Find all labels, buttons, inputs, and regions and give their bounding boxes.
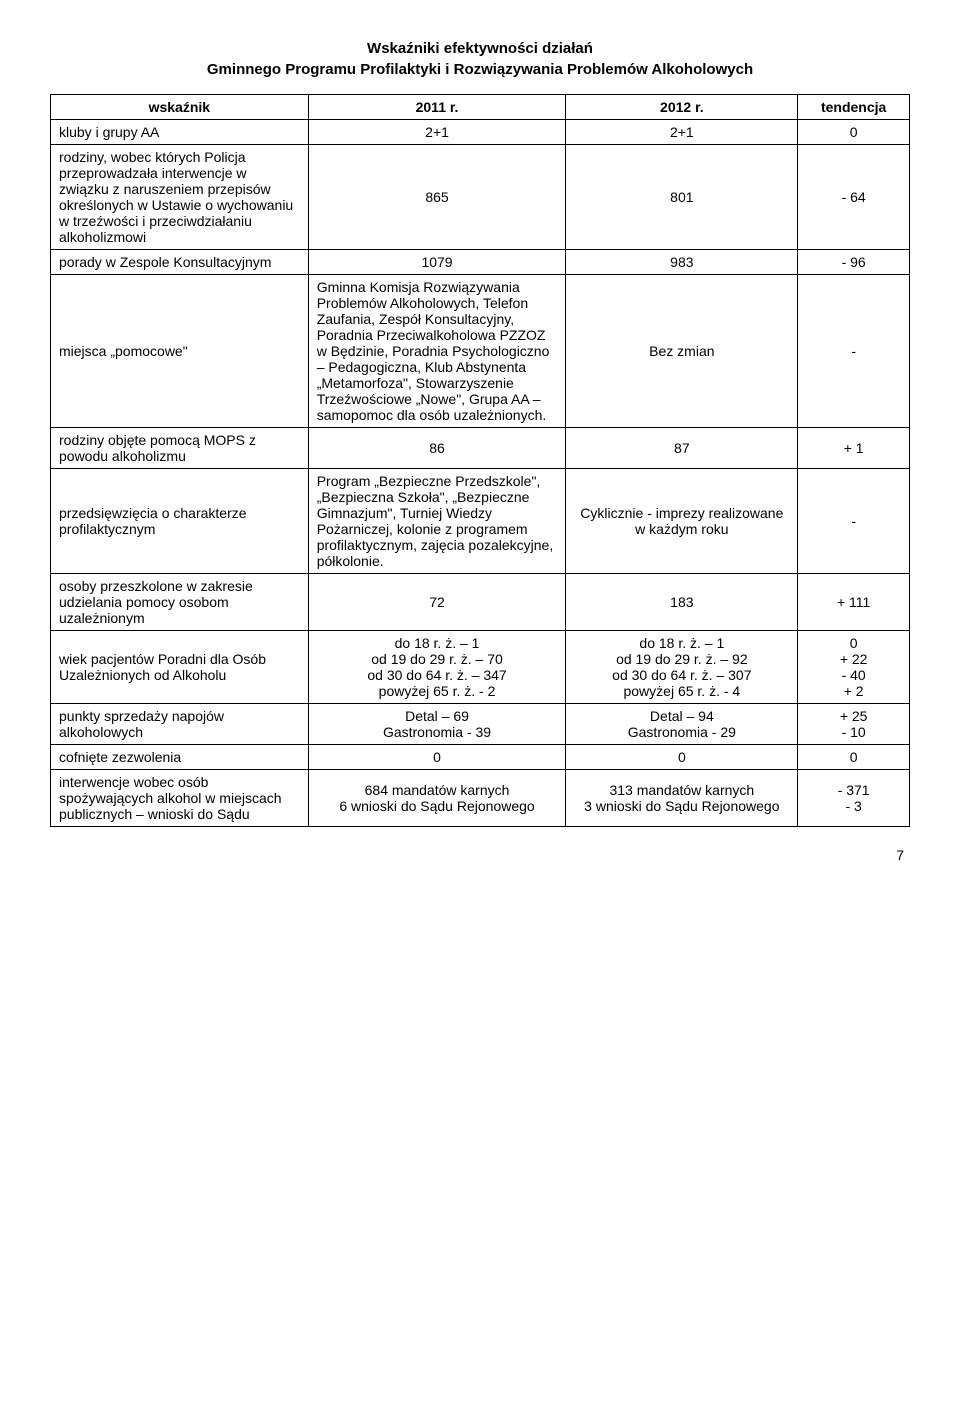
cell-2012: Bez zmian [566,275,798,428]
cell-tendency: 0 [798,745,910,770]
cell-tendency: - [798,469,910,574]
doc-title-line2: Gminnego Programu Profilaktyki i Rozwiąz… [50,61,910,78]
cell-tendency: - 64 [798,145,910,250]
header-2011: 2011 r. [308,95,566,120]
table-row: przedsięwzięcia o charakterze profilakty… [51,469,910,574]
header-indicator: wskaźnik [51,95,309,120]
table-row: osoby przeszkolone w zakresie udzielania… [51,574,910,631]
table-row: porady w Zespole Konsultacyjnym1079983- … [51,250,910,275]
cell-2011: Gminna Komisja Rozwiązywania Problemów A… [308,275,566,428]
cell-indicator: interwencje wobec osób spożywających alk… [51,770,309,827]
header-tendency: tendencja [798,95,910,120]
cell-2011: Detal – 69 Gastronomia - 39 [308,704,566,745]
cell-2011: 0 [308,745,566,770]
table-row: cofnięte zezwolenia000 [51,745,910,770]
cell-2011: 2+1 [308,120,566,145]
cell-2011: 865 [308,145,566,250]
cell-2012: 313 mandatów karnych 3 wnioski do Sądu R… [566,770,798,827]
table-row: rodziny, wobec których Policja przeprowa… [51,145,910,250]
cell-2011: 72 [308,574,566,631]
cell-2011: do 18 r. ż. – 1 od 19 do 29 r. ż. – 70 o… [308,631,566,704]
table-header-row: wskaźnik 2011 r. 2012 r. tendencja [51,95,910,120]
cell-2012: 2+1 [566,120,798,145]
cell-2012: 801 [566,145,798,250]
cell-indicator: porady w Zespole Konsultacyjnym [51,250,309,275]
cell-2011: 684 mandatów karnych 6 wnioski do Sądu R… [308,770,566,827]
cell-2011: 1079 [308,250,566,275]
cell-indicator: przedsięwzięcia o charakterze profilakty… [51,469,309,574]
table-row: miejsca „pomocowe"Gminna Komisja Rozwiąz… [51,275,910,428]
cell-2012: 183 [566,574,798,631]
cell-2012: 0 [566,745,798,770]
cell-2011: 86 [308,428,566,469]
cell-2012: 983 [566,250,798,275]
cell-tendency: 0 [798,120,910,145]
cell-tendency: + 111 [798,574,910,631]
doc-title-line1: Wskaźniki efektywności działań [50,40,910,57]
cell-indicator: cofnięte zezwolenia [51,745,309,770]
page-number: 7 [50,847,910,863]
cell-2012: Cyklicznie - imprezy realizowane w każdy… [566,469,798,574]
indicators-table: wskaźnik 2011 r. 2012 r. tendencja kluby… [50,94,910,827]
cell-indicator: rodziny objęte pomocą MOPS z powodu alko… [51,428,309,469]
cell-indicator: osoby przeszkolone w zakresie udzielania… [51,574,309,631]
cell-tendency: + 1 [798,428,910,469]
cell-indicator: rodziny, wobec których Policja przeprowa… [51,145,309,250]
cell-tendency: - 96 [798,250,910,275]
cell-indicator: miejsca „pomocowe" [51,275,309,428]
cell-2011: Program „Bezpieczne Przedszkole", „Bezpi… [308,469,566,574]
header-2012: 2012 r. [566,95,798,120]
cell-2012: Detal – 94 Gastronomia - 29 [566,704,798,745]
cell-indicator: punkty sprzedaży napojów alkoholowych [51,704,309,745]
table-row: wiek pacjentów Poradni dla Osób Uzależni… [51,631,910,704]
table-row: rodziny objęte pomocą MOPS z powodu alko… [51,428,910,469]
table-row: punkty sprzedaży napojów alkoholowychDet… [51,704,910,745]
table-row: interwencje wobec osób spożywających alk… [51,770,910,827]
cell-tendency: - 371 - 3 [798,770,910,827]
cell-tendency: - [798,275,910,428]
cell-tendency: + 25 - 10 [798,704,910,745]
cell-tendency: 0 + 22 - 40 + 2 [798,631,910,704]
cell-indicator: wiek pacjentów Poradni dla Osób Uzależni… [51,631,309,704]
cell-2012: 87 [566,428,798,469]
cell-2012: do 18 r. ż. – 1 od 19 do 29 r. ż. – 92 o… [566,631,798,704]
table-row: kluby i grupy AA2+12+10 [51,120,910,145]
cell-indicator: kluby i grupy AA [51,120,309,145]
